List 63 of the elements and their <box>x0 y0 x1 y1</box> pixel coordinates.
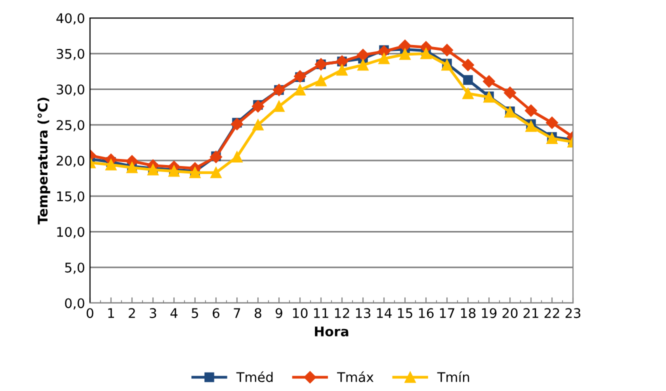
point <box>105 159 117 170</box>
point <box>378 53 390 64</box>
x-tick-label: 13 <box>356 308 370 318</box>
x-tick-label: 18 <box>461 308 476 318</box>
point <box>441 59 453 71</box>
x-tick-label: 4 <box>170 308 178 318</box>
x-tick-label: 23 <box>566 308 580 318</box>
point <box>315 75 327 86</box>
point <box>210 167 222 178</box>
x-tick-label: 17 <box>440 308 454 318</box>
y-tick-label: 20,0 <box>56 156 84 168</box>
point <box>462 88 474 100</box>
point <box>440 44 454 56</box>
x-tick-label: 16 <box>419 308 434 318</box>
point <box>357 59 369 71</box>
x-tick-label: 19 <box>482 308 496 318</box>
x-tick-label: 9 <box>276 308 282 318</box>
legend-label: Tmáx <box>337 371 374 382</box>
y-axis-title: Temperatura (°C) <box>37 98 50 224</box>
point <box>399 48 411 60</box>
y-tick-label: 0,0 <box>65 298 84 310</box>
point <box>463 75 473 85</box>
point <box>231 151 243 162</box>
x-tick-label: 12 <box>335 308 350 318</box>
x-tick-label: 7 <box>234 308 240 318</box>
y-tick-label: 35,0 <box>56 48 84 60</box>
point <box>252 100 264 112</box>
y-tick-label: 10,0 <box>57 226 84 238</box>
point <box>252 119 264 130</box>
x-tick-label: 3 <box>150 308 156 318</box>
legend-label: Tmín <box>437 371 470 382</box>
x-axis-title: Hora <box>314 326 348 336</box>
x-tick-label: 22 <box>544 308 560 318</box>
x-tick-label: 2 <box>128 308 135 318</box>
x-tick-label: 14 <box>377 308 392 318</box>
x-tick-label: 21 <box>524 308 538 318</box>
y-tick-label: 25,0 <box>56 120 84 132</box>
x-tick-label: 20 <box>502 308 518 318</box>
x-tick-label: 0 <box>86 308 94 318</box>
y-tick-label: 15,0 <box>57 191 84 203</box>
x-tick-label: 11 <box>314 308 328 318</box>
y-tick-label: 40,0 <box>56 13 84 25</box>
point <box>230 118 244 130</box>
point <box>504 86 516 99</box>
point <box>398 40 412 52</box>
point <box>462 58 474 72</box>
point <box>336 64 348 76</box>
point <box>546 116 558 129</box>
x-tick-label: 1 <box>108 308 114 318</box>
point <box>273 100 285 112</box>
x-tick-label: 5 <box>192 308 198 318</box>
x-tick-label: 8 <box>254 308 262 318</box>
legend-label: Tméd <box>236 371 273 382</box>
point <box>356 48 370 62</box>
y-tick-label: 5,0 <box>65 262 84 274</box>
point <box>482 75 496 88</box>
point <box>524 104 538 117</box>
y-tick-label: 30,0 <box>56 84 84 96</box>
point <box>294 84 306 96</box>
point <box>525 120 537 132</box>
x-tick-label: 15 <box>398 308 412 318</box>
x-tick-label: 10 <box>293 308 308 318</box>
x-tick-label: 6 <box>212 308 220 318</box>
